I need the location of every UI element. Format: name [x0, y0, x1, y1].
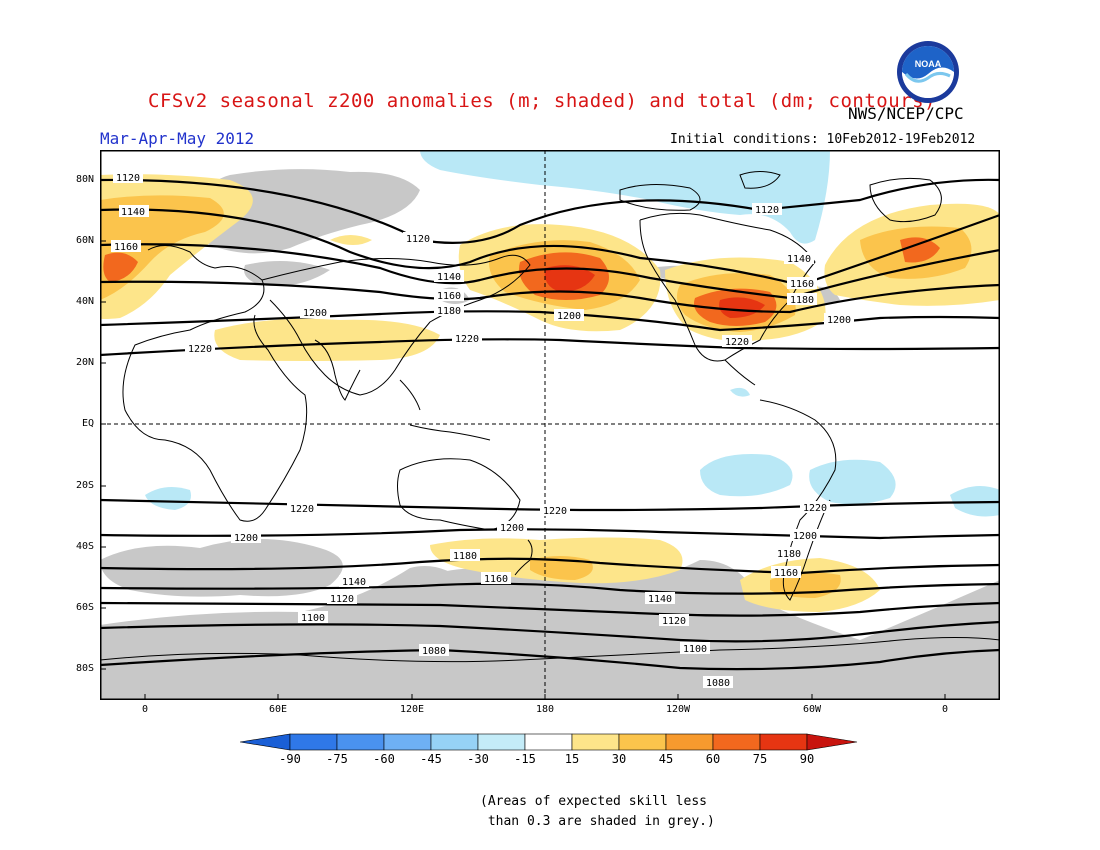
colorbar-cell [571, 733, 620, 751]
season-label: Mar-Apr-May 2012 [100, 129, 255, 148]
colorbar-label: -15 [514, 752, 536, 766]
lat-label: 60S [75, 602, 94, 613]
contour-label: 1140 [648, 594, 672, 605]
contour-label: 1160 [484, 574, 508, 585]
chart-title: CFSv2 seasonal z200 anomalies (m; shaded… [148, 90, 936, 112]
colorbar-label: -75 [326, 752, 348, 766]
colorbar-label: -90 [279, 752, 301, 766]
colorbar-cell [759, 733, 808, 751]
colorbar-label: 90 [799, 752, 815, 766]
lon-label: 180 [535, 704, 555, 715]
contour-label: 1200 [500, 523, 524, 534]
contour-label: 1120 [755, 205, 779, 216]
colorbar-label: -30 [467, 752, 489, 766]
colorbar-cell [289, 733, 338, 751]
contour-label: 1160 [790, 279, 814, 290]
colorbar-cell [336, 733, 385, 751]
colorbar-cell [524, 733, 573, 751]
colorbar-cell [240, 733, 291, 751]
colorbar-cell [806, 733, 858, 751]
contour-label: 1220 [188, 344, 212, 355]
anomaly-map: 1120 1140 1160 1120 1140 1160 1180 1200 … [100, 150, 1000, 700]
colorbar-label: 45 [658, 752, 674, 766]
contour-label: 1180 [437, 306, 461, 317]
colorbar-cell [477, 733, 526, 751]
lat-label: 60N [75, 235, 94, 246]
lon-label: 120W [665, 704, 691, 715]
noaa-logo: NOAA [897, 41, 959, 103]
lon-label: 0 [941, 704, 949, 715]
contour-label: 1160 [774, 568, 798, 579]
colorbar-cell [430, 733, 479, 751]
contour-label: 1220 [455, 334, 479, 345]
colorbar-label: -45 [420, 752, 442, 766]
contour-label: 1220 [290, 504, 314, 515]
contour-label: 1180 [790, 295, 814, 306]
contour-label: 1160 [114, 242, 138, 253]
contour-label: 1180 [777, 549, 801, 560]
negative-anomaly-shading [145, 150, 1000, 517]
contour-label: 1180 [453, 551, 477, 562]
contour-label: 1120 [662, 616, 686, 627]
contour-label: 1100 [683, 644, 707, 655]
contour-label: 1160 [437, 291, 461, 302]
contour-label: 1140 [437, 272, 461, 283]
contour-label: 1140 [787, 254, 811, 265]
contour-label: 1140 [121, 207, 145, 218]
contour-label: 1200 [557, 311, 581, 322]
colorbar-label: -60 [373, 752, 395, 766]
colorbar-label: 30 [611, 752, 627, 766]
lon-label: 0 [141, 704, 149, 715]
contour-label: 1140 [342, 577, 366, 588]
agency-label: NWS/NCEP/CPC [848, 104, 964, 123]
colorbar-cell [665, 733, 714, 751]
lon-label: 60W [802, 704, 822, 715]
lat-label: 20S [75, 480, 94, 491]
lon-label: 60E [268, 704, 288, 715]
contour-label: 1120 [330, 594, 354, 605]
lat-label: 40N [75, 296, 94, 307]
initial-conditions-label: Initial conditions: 10Feb2012-19Feb2012 [670, 132, 976, 147]
skill-note: (Areas of expected skill less than 0.3 a… [480, 794, 715, 829]
colorbar-label: 60 [705, 752, 721, 766]
contour-label: 1220 [725, 337, 749, 348]
colorbar-label: 75 [752, 752, 768, 766]
contour-label: 1100 [301, 613, 325, 624]
colorbar-cell [618, 733, 667, 751]
contour-label: 1200 [303, 308, 327, 319]
colorbar-cell [712, 733, 761, 751]
contour-label: 1200 [793, 531, 817, 542]
colorbar [240, 733, 858, 751]
contour-labels: 1120 1140 1160 1120 1140 1160 1180 1200 … [111, 171, 854, 689]
map-border [100, 150, 1000, 700]
noaa-logo-text: NOAA [915, 59, 942, 69]
contour-label: 1220 [543, 506, 567, 517]
colorbar-cell [383, 733, 432, 751]
contour-label: 1200 [827, 315, 851, 326]
lat-label: 80N [75, 174, 94, 185]
lat-label: 80S [75, 663, 94, 674]
lon-label: 120E [399, 704, 425, 715]
contour-label: 1120 [116, 173, 140, 184]
contour-label: 1080 [706, 678, 730, 689]
contour-label: 1220 [803, 503, 827, 514]
lat-label: EQ [81, 418, 94, 429]
lat-label: 20N [75, 357, 94, 368]
contour-label: 1120 [406, 234, 430, 245]
lat-label: 40S [75, 541, 94, 552]
contour-label: 1200 [234, 533, 258, 544]
contour-label: 1080 [422, 646, 446, 657]
colorbar-label: 15 [564, 752, 580, 766]
